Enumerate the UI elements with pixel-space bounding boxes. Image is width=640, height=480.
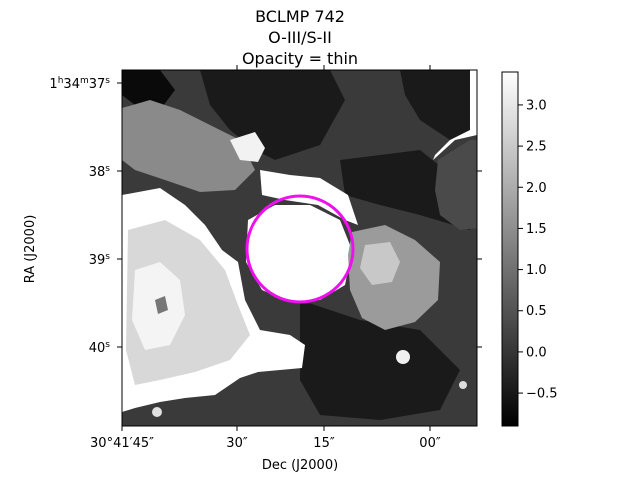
gray-region-top-right [435,140,477,230]
y-ticks [117,82,482,348]
aperture-circle [245,194,355,304]
x-tick-label-1: 30″ [226,436,248,451]
colorbar-tick-label: 2.0 [526,181,547,196]
x-axis-label: Dec (J2000) [262,458,338,473]
colorbar-tick-label: −0.5 [526,387,558,402]
x-tick-label-3: 00″ [419,436,441,451]
bright-speck [152,407,162,417]
x-tick-label-0: 30°41′45″ [90,436,154,451]
colorbar-tick-label: 1.5 [526,222,547,237]
y-tick-label-1: 38s [89,164,111,180]
gray-core-right [360,242,400,285]
bright-region-center [246,205,352,302]
y-tick-label-2: 39s [89,252,111,268]
x-tick-label-2: 15″ [313,436,335,451]
light-blob-top [230,132,265,162]
x-ticks [121,65,431,431]
colorbar: 3.0 2.5 2.0 1.5 1.0 0.5 0.0 −0.5 [501,71,558,427]
colorbar-gradient [501,71,519,427]
chart-title-line-1: BCLMP 742 [255,7,345,26]
colorbar-tick-label: 0.0 [526,345,547,360]
chart-title-line-3: Opacity = thin [242,49,358,68]
colorbar-tick-label: 2.5 [526,140,547,155]
y-tick-label-0: 1h34m37s [49,76,110,92]
image-panel [122,70,477,426]
dark-speck-left [155,296,168,314]
bright-speck [396,350,410,364]
colorbar-tick-label: 1.0 [526,263,547,278]
light-region-top [122,100,255,192]
y-axis-label: RA (J2000) [23,215,38,284]
image-frame [121,69,478,427]
bright-speck [459,381,467,389]
colorbar-tick-label: 0.5 [526,304,547,319]
y-tick-label-3: 40s [89,340,111,356]
colorbar-tick-label: 3.0 [526,98,547,113]
masked-patch [433,70,477,160]
colorbar-ticks: 3.0 2.5 2.0 1.5 1.0 0.5 0.0 −0.5 [518,98,558,402]
chart-title-line-2: O-III/S-II [268,28,332,47]
